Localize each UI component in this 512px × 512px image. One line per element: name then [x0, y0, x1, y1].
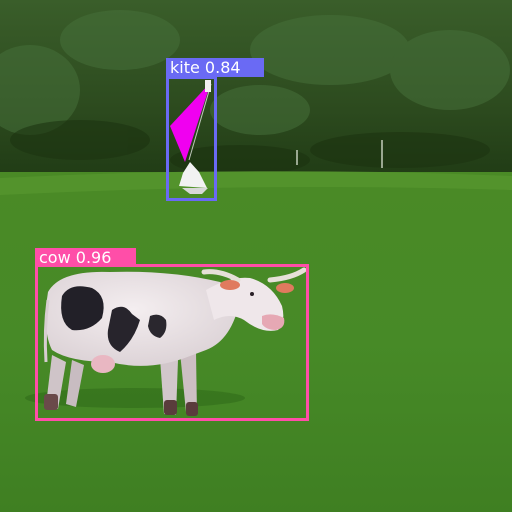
cow-bounding-box: [35, 264, 309, 421]
kite-class-name: kite: [170, 58, 200, 77]
foliage-shadows: [10, 120, 490, 175]
kite-confidence-score: 0.84: [204, 58, 241, 77]
fence-posts: [296, 140, 383, 168]
cow-detection-label: cow 0.96: [35, 248, 136, 267]
kite: [170, 80, 212, 194]
kite-bounding-box: [166, 76, 217, 201]
cow: [25, 267, 307, 416]
field-edge: [0, 170, 512, 195]
kite-detection-label: kite 0.84: [166, 58, 264, 77]
cow-class-name: cow: [39, 248, 71, 267]
cow-confidence-score: 0.96: [75, 248, 112, 267]
foliage-highlights: [0, 10, 510, 135]
